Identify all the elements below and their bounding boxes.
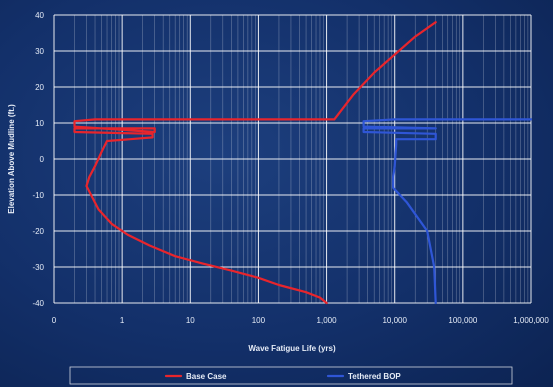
gridlines bbox=[53, 14, 532, 304]
x-tick-label: 1,000,000 bbox=[513, 316, 549, 325]
legend-box bbox=[69, 366, 513, 385]
y-tick-label: 0 bbox=[40, 155, 45, 164]
x-axis-title: Wave Fatigue Life (yrs) bbox=[248, 344, 336, 353]
y-tick-label: -20 bbox=[32, 227, 44, 236]
y-tick-label: 30 bbox=[35, 47, 44, 56]
x-tick-label: 10,000 bbox=[382, 316, 407, 325]
y-tick-label: -10 bbox=[32, 191, 44, 200]
x-tick-label: 100 bbox=[252, 316, 266, 325]
y-tick-label: -40 bbox=[32, 299, 44, 308]
series-line-tethered-bop bbox=[362, 118, 533, 305]
x-tick-label: 100,000 bbox=[448, 316, 477, 325]
x-tick-label: 10 bbox=[186, 316, 195, 325]
y-tick-label: 20 bbox=[35, 83, 44, 92]
y-axis-title: Elevation Above Mudline (ft.) bbox=[7, 104, 16, 214]
x-tick-label: 1 bbox=[120, 316, 125, 325]
legend-label-base-case: Base Case bbox=[186, 372, 227, 381]
y-tick-label: -30 bbox=[32, 263, 44, 272]
y-tick-label: 10 bbox=[35, 119, 44, 128]
series-line-base-case bbox=[73, 21, 437, 305]
y-tick-labels: -40 -30 -20 -10 0 10 20 30 40 bbox=[32, 11, 44, 308]
x-tick-label: 1,000 bbox=[317, 316, 338, 325]
x-tick-labels: 0 1 10 100 1,000 10,000 100,000 1,000,000 bbox=[52, 316, 550, 325]
x-tick-label: 0 bbox=[52, 316, 57, 325]
legend-label-tethered-bop: Tethered BOP bbox=[348, 372, 401, 381]
legend: Base Case Tethered BOP bbox=[69, 366, 513, 385]
y-tick-label: 40 bbox=[35, 11, 44, 20]
series-lines bbox=[73, 21, 533, 305]
